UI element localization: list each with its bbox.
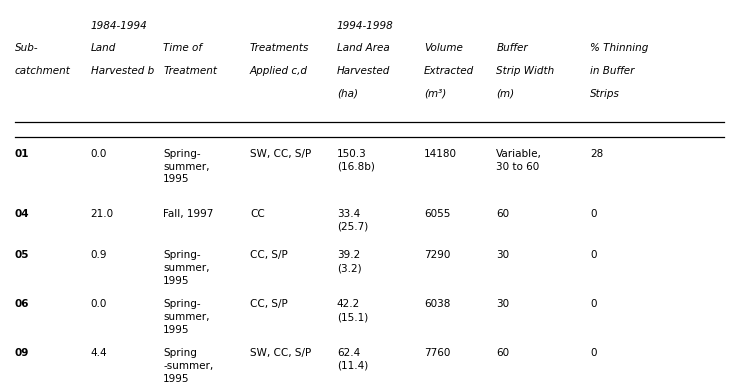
Text: Spring-
summer,
1995: Spring- summer, 1995 xyxy=(163,149,210,184)
Text: 0.9: 0.9 xyxy=(91,250,107,260)
Text: 21.0: 21.0 xyxy=(91,209,114,219)
Text: 7290: 7290 xyxy=(424,250,450,260)
Text: 33.4
(25.7): 33.4 (25.7) xyxy=(337,209,368,232)
Text: CC, S/P: CC, S/P xyxy=(250,250,287,260)
Text: 60: 60 xyxy=(497,348,509,358)
Text: Fall, 1997: Fall, 1997 xyxy=(163,209,214,219)
Text: 0: 0 xyxy=(590,209,597,219)
Text: 05: 05 xyxy=(15,250,29,260)
Text: Harvested b: Harvested b xyxy=(91,66,154,76)
Text: (ha): (ha) xyxy=(337,89,358,99)
Text: 62.4
(11.4): 62.4 (11.4) xyxy=(337,348,368,371)
Text: CC: CC xyxy=(250,209,265,219)
Text: Strips: Strips xyxy=(590,89,620,99)
Text: SW, CC, S/P: SW, CC, S/P xyxy=(250,348,311,358)
Text: Strip Width: Strip Width xyxy=(497,66,554,76)
Text: 0: 0 xyxy=(590,348,597,358)
Text: Spring-
summer,
1995: Spring- summer, 1995 xyxy=(163,250,210,286)
Text: 30: 30 xyxy=(497,299,509,309)
Text: 39.2
(3.2): 39.2 (3.2) xyxy=(337,250,361,273)
Text: 06: 06 xyxy=(15,299,29,309)
Text: 14180: 14180 xyxy=(424,149,457,159)
Text: Buffer: Buffer xyxy=(497,43,528,53)
Text: 42.2
(15.1): 42.2 (15.1) xyxy=(337,299,368,322)
Text: CC, S/P: CC, S/P xyxy=(250,299,287,309)
Text: (m³): (m³) xyxy=(424,89,446,99)
Text: Spring
-summer,
1995: Spring -summer, 1995 xyxy=(163,348,214,384)
Text: 28: 28 xyxy=(590,149,604,159)
Text: Land: Land xyxy=(91,43,116,53)
Text: 0.0: 0.0 xyxy=(91,299,107,309)
Text: 0: 0 xyxy=(590,250,597,260)
Text: Time of: Time of xyxy=(163,43,202,53)
Text: Spring-
summer,
1995: Spring- summer, 1995 xyxy=(163,299,210,335)
Text: Land Area: Land Area xyxy=(337,43,389,53)
Text: (m): (m) xyxy=(497,89,514,99)
Text: Applied c,d: Applied c,d xyxy=(250,66,308,76)
Text: 01: 01 xyxy=(15,149,29,159)
Text: 04: 04 xyxy=(15,209,30,219)
Text: 4.4: 4.4 xyxy=(91,348,107,358)
Text: 60: 60 xyxy=(497,209,509,219)
Text: 150.3
(16.8b): 150.3 (16.8b) xyxy=(337,149,375,172)
Text: in Buffer: in Buffer xyxy=(590,66,635,76)
Text: catchment: catchment xyxy=(15,66,70,76)
Text: 6055: 6055 xyxy=(424,209,450,219)
Text: Sub-: Sub- xyxy=(15,43,38,53)
Text: % Thinning: % Thinning xyxy=(590,43,649,53)
Text: 30: 30 xyxy=(497,250,509,260)
Text: 0.0: 0.0 xyxy=(91,149,107,159)
Text: Harvested: Harvested xyxy=(337,66,390,76)
Text: 1984-1994: 1984-1994 xyxy=(91,21,147,31)
Text: 6038: 6038 xyxy=(424,299,450,309)
Text: Treatment: Treatment xyxy=(163,66,217,76)
Text: Volume: Volume xyxy=(424,43,463,53)
Text: Extracted: Extracted xyxy=(424,66,474,76)
Text: Treatments: Treatments xyxy=(250,43,310,53)
Text: 0: 0 xyxy=(590,299,597,309)
Text: Variable,
30 to 60: Variable, 30 to 60 xyxy=(497,149,542,172)
Text: SW, CC, S/P: SW, CC, S/P xyxy=(250,149,311,159)
Text: 1994-1998: 1994-1998 xyxy=(337,21,394,31)
Text: 7760: 7760 xyxy=(424,348,450,358)
Text: 09: 09 xyxy=(15,348,29,358)
